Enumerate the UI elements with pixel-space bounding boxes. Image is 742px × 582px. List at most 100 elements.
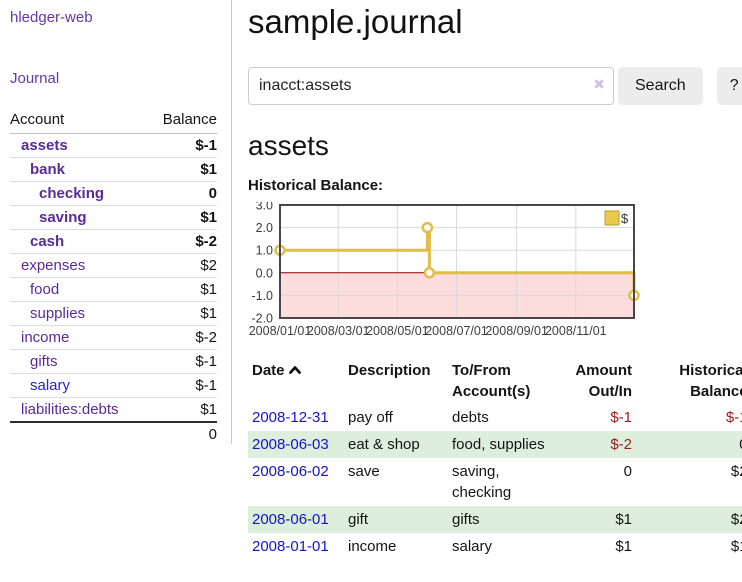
accounts-total-value: 0 <box>208 426 217 443</box>
register-table: Date Description To/From Account(s) Amou… <box>248 358 742 560</box>
account-row: liabilities:debts $1 <box>10 397 217 421</box>
sidebar-account-column-header: Account <box>10 111 65 128</box>
sidebar-nav: Journal <box>10 70 217 87</box>
page-title: sample.journal <box>248 3 463 40</box>
svg-text:3.0: 3.0 <box>256 202 273 213</box>
search-box: ✖ <box>248 67 614 105</box>
transaction-accounts: food, supplies <box>452 436 545 453</box>
transaction-description: pay off <box>348 409 393 426</box>
account-link[interactable]: income <box>21 329 70 346</box>
account-balance: $-2 <box>195 329 217 346</box>
transaction-date-link[interactable]: 2008-01-01 <box>252 538 329 555</box>
transaction-row: 2008-06-01 gift gifts $1 $2 <box>248 506 742 533</box>
accounts-list: assets $-1 bank $1 checking 0 savin <box>10 134 217 421</box>
app-title-link[interactable]: hledger-web <box>10 9 93 26</box>
register-balance-column-header: Historical Balance <box>679 362 742 400</box>
account-link[interactable]: liabilities:debts <box>21 401 119 418</box>
transaction-date-link[interactable]: 2008-12-31 <box>252 409 329 426</box>
account-row: salary $-1 <box>10 373 217 397</box>
transaction-date-link[interactable]: 2008-06-03 <box>252 436 329 453</box>
transaction-row: 2008-01-01 income salary $1 $1 <box>248 533 742 560</box>
transaction-description: eat & shop <box>348 436 420 453</box>
transaction-description: save <box>348 463 380 480</box>
account-row: supplies $1 <box>10 301 217 325</box>
accounts-table: Account Balance assets $-1 bank $1 <box>10 109 217 446</box>
account-link[interactable]: cash <box>30 233 65 250</box>
account-link[interactable]: checking <box>39 185 105 202</box>
transaction-amount: $1 <box>615 538 632 555</box>
date-column-header[interactable]: Date <box>248 358 344 404</box>
account-link[interactable]: food <box>30 281 60 298</box>
amount-column-header: Amount Out/In <box>575 362 632 400</box>
transaction-description: gift <box>348 511 369 528</box>
svg-text:2008/09/01: 2008/09/01 <box>485 324 548 338</box>
search-form: ✖ Search ? <box>248 67 742 105</box>
svg-text:2008/07/01: 2008/07/01 <box>425 324 488 338</box>
account-balance: $-1 <box>195 353 217 370</box>
account-row: food $1 <box>10 277 217 301</box>
transaction-description: income <box>348 538 397 555</box>
account-link[interactable]: bank <box>30 161 66 178</box>
transaction-amount: $-2 <box>610 436 632 453</box>
svg-text:2008/03/01: 2008/03/01 <box>307 324 370 338</box>
transaction-accounts: saving, checking <box>452 463 512 501</box>
svg-text:2008/01/01: 2008/01/01 <box>249 324 312 338</box>
transaction-amount: $-1 <box>610 409 632 426</box>
transaction-date-link[interactable]: 2008-06-02 <box>252 463 329 480</box>
svg-text:-2.0: -2.0 <box>251 312 273 326</box>
transaction-date-link[interactable]: 2008-06-01 <box>252 511 329 528</box>
account-heading: assets <box>248 130 329 161</box>
svg-text:2.0: 2.0 <box>256 221 273 235</box>
transaction-amount: 0 <box>623 463 632 480</box>
account-balance: $1 <box>200 161 217 178</box>
svg-text:1.0: 1.0 <box>256 244 273 258</box>
account-link[interactable]: salary <box>30 377 71 394</box>
account-link[interactable]: saving <box>39 209 87 226</box>
clear-search-icon[interactable]: ✖ <box>593 76 605 92</box>
account-balance: $2 <box>200 257 217 274</box>
transaction-accounts: debts <box>452 409 489 426</box>
search-input[interactable] <box>248 67 614 105</box>
account-link[interactable]: gifts <box>30 353 58 370</box>
register-header-row: Date Description To/From Account(s) Amou… <box>248 358 742 404</box>
help-button[interactable]: ? <box>716 67 742 105</box>
account-balance: $1 <box>200 281 217 298</box>
accounts-column-header: To/From Account(s) <box>452 362 531 400</box>
account-link[interactable]: assets <box>21 137 68 154</box>
transaction-balance: $1 <box>730 538 742 555</box>
account-row: cash $-2 <box>10 229 217 253</box>
svg-text:-1.0: -1.0 <box>251 289 273 303</box>
transaction-accounts: salary <box>452 538 493 555</box>
account-row: assets $-1 <box>10 134 217 157</box>
transaction-row: 2008-06-02 save saving, checking 0 $2 <box>248 458 742 506</box>
account-link[interactable]: expenses <box>21 257 86 274</box>
chart-label: Historical Balance: <box>248 177 384 194</box>
account-row: checking 0 <box>10 181 217 205</box>
transaction-row: 2008-12-31 pay off debts $-1 $-1 <box>248 404 742 431</box>
account-balance: $-1 <box>195 137 217 154</box>
transaction-balance: $2 <box>730 463 742 480</box>
sort-caret-up-icon <box>288 366 301 374</box>
date-column-label: Date <box>252 362 285 379</box>
search-button[interactable]: Search <box>618 67 703 105</box>
accounts-table-header: Account Balance <box>10 109 217 134</box>
account-balance: 0 <box>208 185 217 202</box>
account-link[interactable]: supplies <box>30 305 86 322</box>
accounts-total-row: 0 <box>10 421 217 446</box>
sidebar: hledger-web Journal Account Balance asse… <box>0 0 232 444</box>
transaction-row: 2008-06-03 eat & shop food, supplies $-2… <box>248 431 742 458</box>
transaction-balance: $-1 <box>725 409 742 426</box>
account-balance: $1 <box>200 401 217 418</box>
transaction-balance: 0 <box>636 431 742 458</box>
main-content: sample.journal ✖ Search ? assets Histori… <box>232 0 742 582</box>
account-balance: $1 <box>200 305 217 322</box>
nav-journal-link[interactable]: Journal <box>10 70 60 87</box>
svg-text:0.0: 0.0 <box>256 266 273 280</box>
transaction-balance: $2 <box>730 511 742 528</box>
svg-text:2008/05/01: 2008/05/01 <box>366 324 429 338</box>
transaction-amount: $1 <box>615 511 632 528</box>
description-column-header: Description <box>348 362 431 379</box>
svg-text:$: $ <box>621 211 629 226</box>
svg-text:2008/11/01: 2008/11/01 <box>545 324 607 338</box>
